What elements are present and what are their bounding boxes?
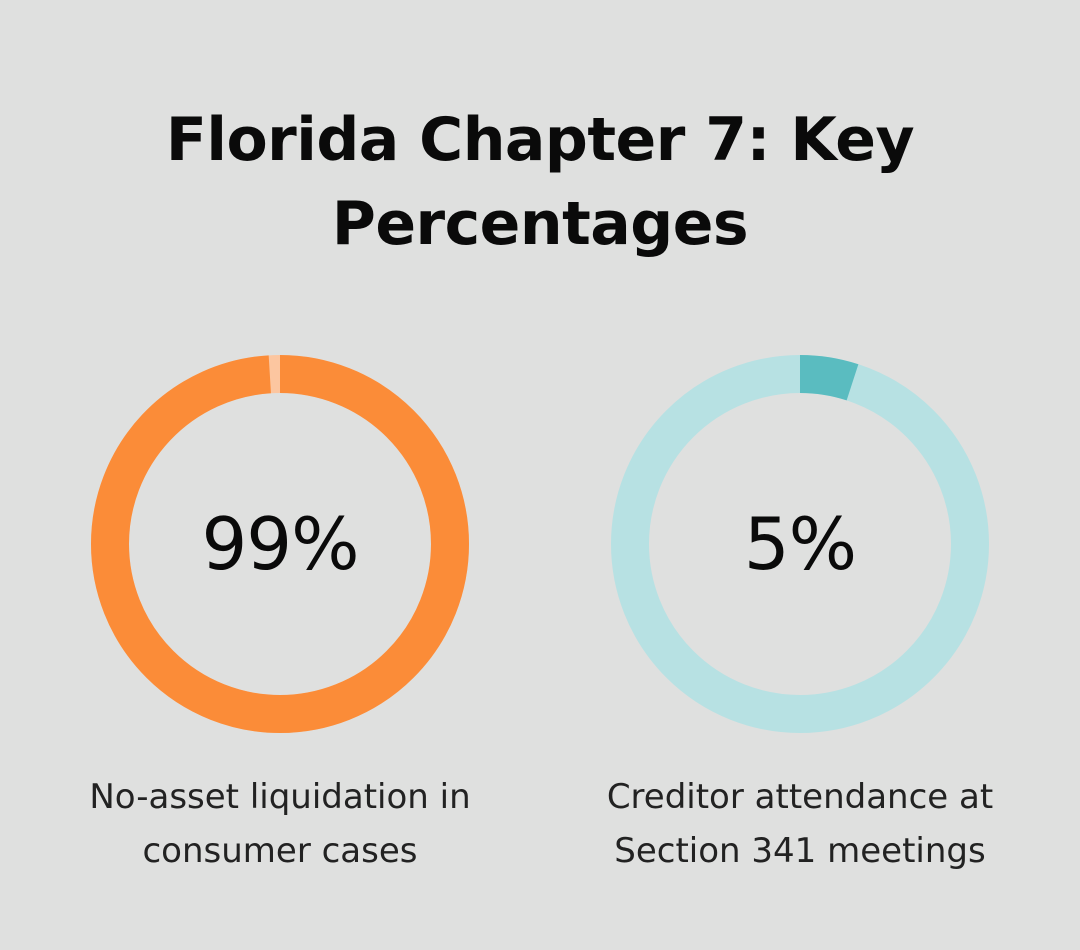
caption-creditor-attendance-line-1: Creditor attendance at: [606, 777, 994, 817]
donut-value-segment: [91, 355, 469, 733]
caption-no-asset-line-2: consumer cases: [142, 831, 418, 871]
donut-chart-no-asset: 99%: [91, 355, 469, 733]
donut-svg-no-asset: [91, 355, 469, 733]
page-title: Florida Chapter 7: Key Percentages: [90, 98, 990, 266]
title-line-1: Florida Chapter 7: Key: [165, 105, 915, 175]
donut-chart-creditor-attendance: 5%: [611, 355, 989, 733]
donut-value-segment: [611, 355, 989, 733]
donut-value-no-asset: 99%: [201, 502, 359, 586]
donut-value-creditor-attendance: 5%: [743, 502, 857, 586]
caption-creditor-attendance-line-2: Section 341 meetings: [614, 831, 986, 871]
donut-svg-creditor-attendance: [611, 355, 989, 733]
caption-no-asset: No-asset liquidation in consumer cases: [40, 770, 520, 878]
caption-no-asset-line-1: No-asset liquidation in: [89, 777, 471, 817]
caption-creditor-attendance: Creditor attendance at Section 341 meeti…: [560, 770, 1040, 878]
title-line-2: Percentages: [331, 189, 749, 259]
